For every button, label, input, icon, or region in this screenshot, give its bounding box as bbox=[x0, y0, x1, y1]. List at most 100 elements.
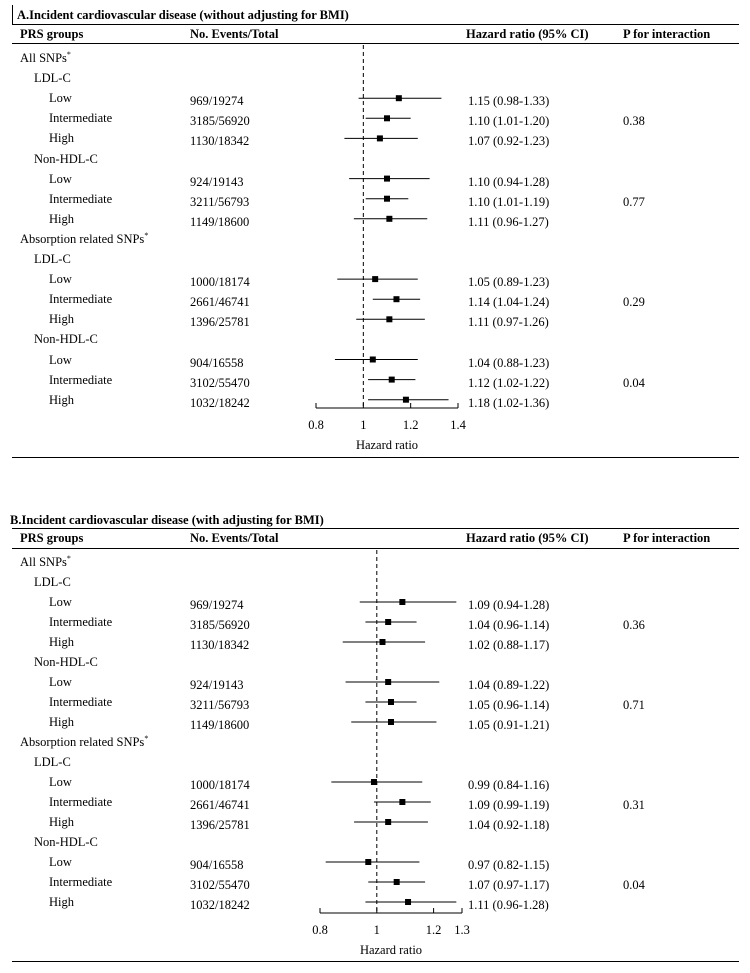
events-total-value: 1396/25781 bbox=[190, 315, 250, 330]
hazard-ratio-point bbox=[388, 699, 394, 705]
hazard-ratio-point bbox=[385, 679, 392, 685]
x-tick-label: 0.8 bbox=[308, 418, 324, 432]
header-events-total: No. Events/Total bbox=[190, 531, 279, 545]
events-total-value: 3211/56793 bbox=[190, 698, 250, 712]
hazard-ratio-ci-value: 1.09 (0.94-1.28) bbox=[468, 598, 550, 612]
hazard-ratio-ci-value: 0.97 (0.82-1.15) bbox=[468, 858, 550, 872]
footnote-mark: * bbox=[144, 230, 149, 240]
events-total-value: 3102/55470 bbox=[190, 878, 250, 892]
events-total-value: 1130/18342 bbox=[190, 134, 250, 149]
hazard-ratio-ci-value: 1.11 (0.96-1.27) bbox=[468, 214, 549, 229]
hazard-ratio-point bbox=[370, 779, 377, 785]
footnote-mark: * bbox=[66, 49, 71, 59]
prs-level-label: Low bbox=[49, 352, 72, 367]
hazard-ratio-point bbox=[402, 396, 409, 403]
x-tick-label: 1 bbox=[360, 418, 367, 432]
hazard-ratio-ci-value: 1.05 (0.96-1.14) bbox=[468, 698, 550, 712]
prs-level-label: Intermediate bbox=[49, 292, 113, 307]
x-tick-label: 1.3 bbox=[454, 923, 470, 937]
header-prs-groups: PRS groups bbox=[20, 531, 84, 545]
hazard-ratio-ci-value: 1.14 (1.04-1.24) bbox=[468, 295, 550, 310]
subgroup-label: Non-HDL-C bbox=[34, 332, 98, 347]
prs-level-label: Low bbox=[49, 775, 72, 789]
x-tick-label: 1 bbox=[373, 923, 380, 937]
prs-level-label: Intermediate bbox=[49, 875, 113, 889]
events-total-value: 1000/18174 bbox=[190, 778, 250, 792]
events-total-value: 3211/56793 bbox=[190, 194, 250, 209]
prs-level-label: High bbox=[49, 815, 74, 829]
prs-level-label: Intermediate bbox=[49, 615, 113, 629]
hazard-ratio-point bbox=[399, 599, 406, 605]
hazard-ratio-point bbox=[393, 879, 400, 885]
prs-level-label: High bbox=[49, 895, 74, 909]
section-label-text: All SNPs bbox=[20, 51, 67, 65]
hazard-ratio-point bbox=[384, 175, 390, 182]
p-interaction-value: 0.77 bbox=[623, 194, 645, 209]
p-interaction-value: 0.31 bbox=[623, 798, 645, 812]
section-label-text: Absorption related SNPs bbox=[20, 231, 145, 246]
hazard-ratio-point bbox=[405, 899, 412, 905]
x-tick-label: 1.2 bbox=[402, 418, 419, 432]
prs-level-label: Low bbox=[49, 595, 72, 609]
subgroup-label: Non-HDL-C bbox=[34, 835, 98, 849]
events-total-value: 1149/18600 bbox=[190, 214, 250, 229]
header-events-total: No. Events/Total bbox=[190, 27, 279, 41]
hazard-ratio-ci-value: 1.10 (0.94-1.28) bbox=[468, 174, 550, 189]
header-hazard-ratio-ci: Hazard ratio (95% CI) bbox=[466, 27, 589, 41]
section-label-text: Absorption related SNPs bbox=[20, 735, 145, 749]
hazard-ratio-point bbox=[372, 276, 379, 283]
hazard-ratio-ci-value: 1.11 (0.96-1.28) bbox=[468, 898, 549, 912]
hazard-ratio-point bbox=[393, 296, 400, 303]
subgroup-label: LDL-C bbox=[34, 252, 71, 266]
hazard-ratio-point bbox=[386, 215, 393, 222]
hazard-ratio-ci-value: 1.04 (0.89-1.22) bbox=[468, 678, 550, 692]
events-total-value: 1396/25781 bbox=[190, 818, 250, 832]
prs-level-label: Intermediate bbox=[49, 695, 113, 709]
hazard-ratio-ci-value: 0.99 (0.84-1.16) bbox=[468, 778, 550, 792]
prs-level-label: High bbox=[49, 211, 74, 226]
prs-level-label: Low bbox=[49, 675, 72, 689]
hazard-ratio-point bbox=[384, 115, 390, 122]
hazard-ratio-ci-value: 1.02 (0.88-1.17) bbox=[468, 638, 550, 652]
hazard-ratio-ci-value: 1.04 (0.92-1.18) bbox=[468, 818, 550, 832]
panel-bottom-rule bbox=[12, 961, 739, 962]
p-interaction-value: 0.36 bbox=[623, 618, 645, 632]
events-total-value: 1130/18342 bbox=[190, 638, 250, 652]
subgroup-label: Non-HDL-C bbox=[34, 655, 98, 669]
events-total-value: 969/19274 bbox=[190, 598, 244, 612]
events-total-value: 1032/18242 bbox=[190, 898, 250, 912]
events-total-value: 924/19143 bbox=[190, 174, 244, 189]
events-total-value: 969/19274 bbox=[190, 94, 244, 109]
p-interaction-value: 0.04 bbox=[623, 878, 645, 892]
hazard-ratio-point bbox=[395, 95, 402, 102]
subgroup-label: LDL-C bbox=[34, 71, 71, 86]
hazard-ratio-point bbox=[385, 819, 392, 825]
hazard-ratio-point bbox=[399, 799, 406, 805]
hazard-ratio-ci-value: 1.10 (1.01-1.20) bbox=[468, 114, 550, 129]
p-interaction-value: 0.04 bbox=[623, 375, 645, 390]
hazard-ratio-ci-value: 1.04 (0.88-1.23) bbox=[468, 355, 550, 370]
events-total-value: 924/19143 bbox=[190, 678, 244, 692]
prs-level-label: Intermediate bbox=[49, 191, 113, 206]
header-p-interaction: P for interaction bbox=[623, 531, 711, 545]
header-rule bbox=[12, 43, 739, 44]
header-rule bbox=[12, 548, 739, 549]
hazard-ratio-point bbox=[376, 135, 383, 142]
hazard-ratio-point bbox=[388, 376, 395, 383]
prs-level-label: High bbox=[49, 635, 74, 649]
panel-title: B.Incident cardiovascular disease (with … bbox=[10, 513, 324, 527]
events-total-value: 1032/18242 bbox=[190, 395, 250, 410]
hazard-ratio-point bbox=[385, 619, 392, 625]
p-interaction-value: 0.38 bbox=[623, 114, 645, 129]
hazard-ratio-ci-value: 1.18 (1.02-1.36) bbox=[468, 395, 550, 410]
x-axis-label: Hazard ratio bbox=[359, 943, 423, 957]
hazard-ratio-ci-value: 1.05 (0.89-1.23) bbox=[468, 275, 550, 290]
panel-top-rule bbox=[12, 528, 739, 529]
prs-level-label: Low bbox=[49, 91, 72, 106]
prs-level-label: Low bbox=[49, 171, 72, 186]
prs-level-label: High bbox=[49, 131, 74, 146]
panel-bottom-rule bbox=[12, 457, 739, 458]
p-interaction-value: 0.29 bbox=[623, 295, 645, 310]
